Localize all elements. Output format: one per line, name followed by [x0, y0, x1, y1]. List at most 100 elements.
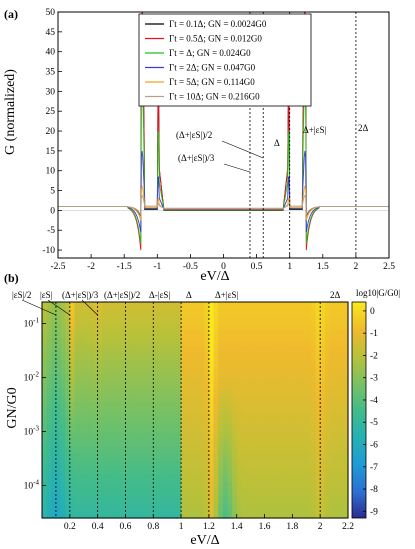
heatmap-cell	[157, 431, 164, 440]
heatmap-cell	[167, 424, 173, 433]
heatmap-cell	[55, 510, 62, 519]
heatmap-cell	[42, 381, 48, 389]
heatmap-cell	[338, 330, 344, 339]
heatmap-cell	[236, 410, 242, 418]
heatmap-cell	[255, 496, 261, 505]
heatmap-cell	[343, 438, 349, 447]
heatmap-cell	[106, 302, 113, 310]
heatmap-cell	[93, 388, 99, 397]
heatmap-cell	[55, 323, 62, 332]
heatmap-cell	[241, 309, 247, 317]
heatmap-cell	[283, 309, 289, 317]
heatmap-cell	[139, 474, 145, 483]
heatmap-cell	[102, 474, 108, 483]
heatmap-cell	[157, 309, 164, 317]
heatmap-cell	[301, 446, 307, 454]
heatmap-cell	[222, 366, 229, 375]
heatmap-cell	[130, 402, 136, 411]
heatmap-cell	[120, 388, 127, 397]
heatmap-cell	[306, 410, 312, 418]
heatmap-cell	[167, 323, 173, 332]
heatmap-cell	[287, 482, 293, 490]
heatmap-cell	[111, 431, 117, 440]
heatmap-cell	[195, 359, 201, 368]
heatmap-cell	[93, 510, 99, 519]
heatmap-cell	[130, 438, 136, 447]
heatmap-cell	[246, 345, 252, 353]
heatmap-cell	[222, 338, 229, 346]
heatmap-cell	[208, 438, 215, 447]
heatmap-cell	[218, 323, 224, 332]
heatmap-cell	[157, 395, 164, 404]
heatmap-cell	[315, 345, 321, 353]
heatmap-cell	[162, 489, 168, 497]
heatmap-cell	[301, 359, 307, 368]
heatmap-cell	[102, 446, 108, 454]
heatmap-cell	[74, 410, 80, 418]
heatmap-cell	[120, 302, 127, 310]
heatmap-cell	[69, 453, 76, 461]
heatmap-cell	[139, 482, 145, 490]
heatmap-cell	[218, 338, 224, 346]
heatmap-cell	[338, 467, 344, 476]
heatmap-cell	[343, 467, 349, 476]
heatmap-cell	[171, 381, 178, 389]
heatmap-cell	[51, 402, 57, 411]
heatmap-cell	[139, 316, 145, 325]
heatmap-cell	[190, 309, 196, 317]
heatmap-cell	[88, 323, 94, 332]
colorbar-tick-label: -4	[370, 396, 378, 406]
heatmap-cell	[74, 496, 80, 505]
heatmap-cell	[287, 460, 293, 469]
heatmap-cell	[222, 467, 229, 476]
heatmap-cell	[42, 438, 48, 447]
heatmap-cell	[273, 482, 280, 490]
heatmap-cell	[246, 309, 252, 317]
heatmap-cell	[60, 316, 66, 325]
top-label-1: |εS|/2	[12, 290, 31, 300]
heatmap-cell	[199, 359, 205, 368]
heatmap-cell	[120, 338, 127, 346]
heatmap-cell	[42, 338, 48, 346]
heatmap-cell	[148, 309, 154, 317]
heatmap-cell	[324, 302, 331, 310]
heatmap-cell	[144, 338, 150, 346]
a-ytick-label: 35	[46, 68, 56, 78]
a-xtick-label: -0.5	[183, 262, 198, 272]
heatmap-cell	[278, 330, 284, 339]
heatmap-cell	[195, 446, 201, 454]
heatmap-cell	[227, 438, 233, 447]
heatmap-cell	[120, 467, 127, 476]
heatmap-cell	[93, 323, 99, 332]
heatmap-cell	[97, 323, 103, 332]
a-ytick-label: 40	[46, 48, 56, 58]
heatmap-cell	[139, 467, 145, 476]
heatmap-cell	[148, 424, 154, 433]
heatmap-cell	[315, 395, 321, 404]
heatmap-cell	[218, 503, 224, 512]
heatmap-cell	[144, 410, 150, 418]
heatmap-cell	[343, 482, 349, 490]
heatmap-cell	[199, 410, 205, 418]
heatmap-cell	[79, 410, 85, 418]
heatmap-cell	[283, 446, 289, 454]
heatmap-cell	[130, 338, 136, 346]
heatmap-cell	[185, 410, 191, 418]
heatmap-cell	[93, 345, 99, 353]
heatmap-cell	[315, 453, 321, 461]
heatmap-cell	[283, 366, 289, 375]
heatmap-cell	[130, 352, 136, 361]
heatmap-cell	[83, 366, 89, 375]
heatmap-cell	[306, 474, 312, 483]
heatmap-cell	[255, 309, 261, 317]
heatmap-cell	[246, 338, 252, 346]
heatmap-cell	[102, 330, 108, 339]
heatmap-cell	[185, 467, 191, 476]
heatmap-cell	[51, 338, 57, 346]
colorbar-tick-label: -9	[370, 507, 378, 517]
heatmap-cell	[46, 417, 52, 425]
heatmap-cell	[334, 446, 340, 454]
heatmap-cell	[190, 510, 196, 519]
top-label-6: Δ	[186, 290, 192, 300]
heatmap-cell	[65, 374, 71, 382]
